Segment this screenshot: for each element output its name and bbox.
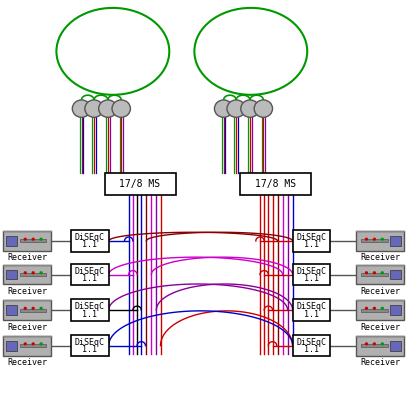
Text: Receiver: Receiver bbox=[360, 254, 400, 262]
Circle shape bbox=[373, 342, 376, 345]
FancyBboxPatch shape bbox=[20, 344, 46, 347]
Text: Receiver: Receiver bbox=[360, 323, 400, 331]
Circle shape bbox=[381, 237, 384, 241]
Circle shape bbox=[254, 100, 273, 117]
Circle shape bbox=[85, 100, 103, 117]
FancyBboxPatch shape bbox=[20, 239, 46, 243]
FancyBboxPatch shape bbox=[71, 230, 109, 252]
Text: 1.1: 1.1 bbox=[304, 345, 319, 354]
Circle shape bbox=[214, 100, 233, 117]
Circle shape bbox=[31, 307, 35, 310]
Text: DiSEqC: DiSEqC bbox=[296, 338, 326, 347]
Circle shape bbox=[112, 100, 130, 117]
Circle shape bbox=[31, 271, 35, 274]
Circle shape bbox=[381, 271, 384, 274]
FancyBboxPatch shape bbox=[356, 231, 405, 251]
Text: Receiver: Receiver bbox=[360, 358, 400, 367]
FancyBboxPatch shape bbox=[20, 273, 46, 276]
FancyBboxPatch shape bbox=[293, 299, 330, 321]
FancyBboxPatch shape bbox=[3, 231, 51, 251]
Text: 1.1: 1.1 bbox=[304, 241, 319, 249]
Circle shape bbox=[39, 342, 43, 345]
Circle shape bbox=[365, 342, 368, 345]
FancyBboxPatch shape bbox=[293, 335, 330, 356]
FancyBboxPatch shape bbox=[293, 264, 330, 285]
FancyBboxPatch shape bbox=[361, 308, 387, 312]
FancyBboxPatch shape bbox=[293, 230, 330, 252]
FancyBboxPatch shape bbox=[390, 305, 401, 315]
FancyBboxPatch shape bbox=[3, 300, 51, 320]
Text: Receiver: Receiver bbox=[7, 358, 47, 367]
Circle shape bbox=[227, 100, 245, 117]
FancyBboxPatch shape bbox=[7, 236, 17, 246]
Text: 17/8 MS: 17/8 MS bbox=[255, 179, 296, 189]
FancyBboxPatch shape bbox=[104, 173, 176, 194]
FancyBboxPatch shape bbox=[361, 239, 387, 243]
Text: DiSEqC: DiSEqC bbox=[296, 303, 326, 311]
Circle shape bbox=[365, 237, 368, 241]
Circle shape bbox=[39, 307, 43, 310]
Text: 1.1: 1.1 bbox=[82, 241, 97, 249]
Text: DiSEqC: DiSEqC bbox=[75, 338, 105, 347]
Text: Receiver: Receiver bbox=[7, 254, 47, 262]
FancyBboxPatch shape bbox=[3, 336, 51, 356]
Circle shape bbox=[365, 271, 368, 274]
FancyBboxPatch shape bbox=[240, 173, 311, 194]
Circle shape bbox=[39, 271, 43, 274]
FancyBboxPatch shape bbox=[356, 300, 405, 320]
FancyBboxPatch shape bbox=[390, 236, 401, 246]
Text: 17/8 MS: 17/8 MS bbox=[120, 179, 161, 189]
Text: DiSEqC: DiSEqC bbox=[75, 303, 105, 311]
Circle shape bbox=[373, 307, 376, 310]
Text: 1.1: 1.1 bbox=[82, 274, 97, 283]
FancyBboxPatch shape bbox=[390, 340, 401, 351]
FancyBboxPatch shape bbox=[7, 305, 17, 315]
FancyBboxPatch shape bbox=[71, 264, 109, 285]
FancyBboxPatch shape bbox=[7, 269, 17, 280]
Circle shape bbox=[99, 100, 117, 117]
FancyBboxPatch shape bbox=[20, 308, 46, 312]
FancyBboxPatch shape bbox=[7, 340, 17, 351]
Circle shape bbox=[365, 307, 368, 310]
Circle shape bbox=[72, 100, 91, 117]
Text: DiSEqC: DiSEqC bbox=[75, 233, 105, 242]
Text: Receiver: Receiver bbox=[7, 287, 47, 296]
Circle shape bbox=[373, 237, 376, 241]
Circle shape bbox=[31, 342, 35, 345]
FancyBboxPatch shape bbox=[361, 344, 387, 347]
Circle shape bbox=[39, 237, 43, 241]
Circle shape bbox=[23, 307, 27, 310]
Circle shape bbox=[23, 271, 27, 274]
Text: 1.1: 1.1 bbox=[304, 310, 319, 318]
FancyBboxPatch shape bbox=[71, 335, 109, 356]
Text: Receiver: Receiver bbox=[7, 323, 47, 331]
FancyBboxPatch shape bbox=[3, 265, 51, 284]
FancyBboxPatch shape bbox=[361, 273, 387, 276]
Circle shape bbox=[381, 307, 384, 310]
Circle shape bbox=[23, 237, 27, 241]
FancyBboxPatch shape bbox=[356, 265, 405, 284]
Text: DiSEqC: DiSEqC bbox=[296, 233, 326, 242]
Circle shape bbox=[381, 342, 384, 345]
Circle shape bbox=[241, 100, 259, 117]
FancyBboxPatch shape bbox=[356, 336, 405, 356]
Text: DiSEqC: DiSEqC bbox=[296, 267, 326, 276]
Text: 1.1: 1.1 bbox=[304, 274, 319, 283]
FancyBboxPatch shape bbox=[390, 269, 401, 280]
Text: 1.1: 1.1 bbox=[82, 310, 97, 318]
Text: 1.1: 1.1 bbox=[82, 345, 97, 354]
FancyBboxPatch shape bbox=[71, 299, 109, 321]
Text: Receiver: Receiver bbox=[360, 287, 400, 296]
Circle shape bbox=[23, 342, 27, 345]
Circle shape bbox=[31, 237, 35, 241]
Circle shape bbox=[373, 271, 376, 274]
Text: DiSEqC: DiSEqC bbox=[75, 267, 105, 276]
